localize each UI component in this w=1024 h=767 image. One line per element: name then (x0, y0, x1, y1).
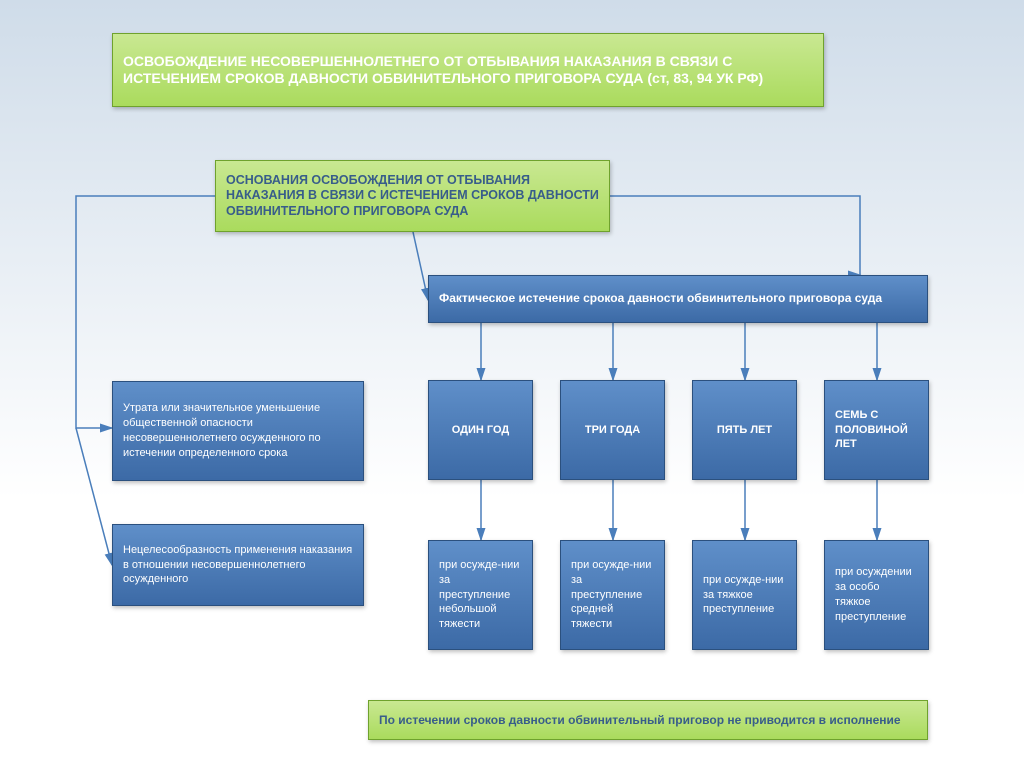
term-4: СЕМЬ С ПОЛОВИНОЙ ЛЕТ (824, 380, 929, 480)
conviction-4: при осуждении за особо тяжкое преступлен… (824, 540, 929, 650)
left-box-1-text: Утрата или значительное уменьшение общес… (113, 393, 363, 468)
term-2: ТРИ ГОДА (560, 380, 665, 480)
conviction-1: при осужде-нии за преступление небольшой… (428, 540, 533, 650)
bottom-box: По истечении сроков давности обвинительн… (368, 700, 928, 740)
conviction-2: при осужде-нии за преступление средней т… (560, 540, 665, 650)
left-box-2-text: Нецелесообразность применения наказания … (113, 535, 363, 596)
left-box-2: Нецелесообразность применения наказания … (112, 524, 364, 606)
conviction-4-text: при осуждении за особо тяжкое преступлен… (825, 557, 928, 632)
title-box: ОСВОБОЖДЕНИЕ НЕСОВЕРШЕННОЛЕТНЕГО ОТ ОТБЫ… (112, 33, 824, 107)
grounds-box: ОСНОВАНИЯ ОСВОБОЖДЕНИЯ ОТ ОТБЫВАНИЯ НАКА… (215, 160, 610, 232)
term-1-text: ОДИН ГОД (442, 416, 520, 444)
term-1: ОДИН ГОД (428, 380, 533, 480)
factual-box: Фактическое истечение срокоа давности об… (428, 275, 928, 323)
term-2-text: ТРИ ГОДА (575, 416, 650, 444)
factual-text: Фактическое истечение срокоа давности об… (429, 283, 892, 315)
conviction-3: при осужде-нии за тяжкое преступление (692, 540, 797, 650)
grounds-text: ОСНОВАНИЯ ОСВОБОЖДЕНИЯ ОТ ОТБЫВАНИЯ НАКА… (216, 165, 609, 228)
title-text: ОСВОБОЖДЕНИЕ НЕСОВЕРШЕННОЛЕТНЕГО ОТ ОТБЫ… (113, 45, 823, 96)
bottom-text: По истечении сроков давности обвинительн… (369, 705, 911, 735)
term-4-text: СЕМЬ С ПОЛОВИНОЙ ЛЕТ (825, 400, 928, 461)
term-3: ПЯТЬ ЛЕТ (692, 380, 797, 480)
conviction-2-text: при осужде-нии за преступление средней т… (561, 550, 664, 640)
left-box-1: Утрата или значительное уменьшение общес… (112, 381, 364, 481)
conviction-3-text: при осужде-нии за тяжкое преступление (693, 565, 796, 626)
term-3-text: ПЯТЬ ЛЕТ (707, 416, 782, 444)
conviction-1-text: при осужде-нии за преступление небольшой… (429, 550, 532, 640)
